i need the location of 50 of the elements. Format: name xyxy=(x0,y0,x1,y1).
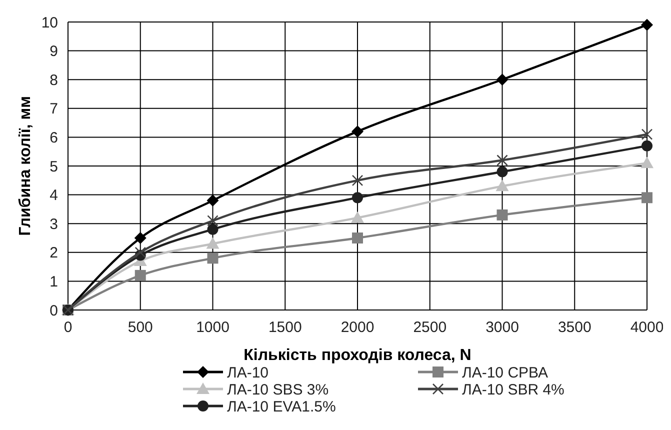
point xyxy=(206,237,220,249)
point xyxy=(206,194,219,207)
y-tick-label: 1 xyxy=(50,273,58,290)
point xyxy=(207,215,218,226)
point xyxy=(641,18,653,31)
point xyxy=(642,140,652,152)
point xyxy=(207,252,218,264)
x-tick-label: 4000 xyxy=(630,319,664,336)
point xyxy=(134,232,146,244)
y-tick-label: 8 xyxy=(50,72,58,89)
y-tick-label: 3 xyxy=(50,216,58,233)
point xyxy=(352,174,364,186)
y-tick-label: 5 xyxy=(50,158,58,176)
y-tick-label: 10 xyxy=(41,14,58,32)
x-tick-label: 3000 xyxy=(486,319,519,336)
x-tick-label: 3500 xyxy=(558,319,592,336)
y-tick-label: 4 xyxy=(50,187,58,204)
x-axis-title: Кількість проходів колеса, N xyxy=(244,347,472,364)
point xyxy=(496,154,508,166)
point xyxy=(496,180,509,192)
point xyxy=(642,192,652,204)
legend-label: ЛА-10 xyxy=(227,364,269,382)
point xyxy=(351,211,364,223)
point xyxy=(640,156,654,168)
point xyxy=(496,74,508,86)
point xyxy=(352,125,364,138)
x-tick-label: 1000 xyxy=(196,319,230,336)
legend-label: ЛА-10 EVA1.5% xyxy=(227,398,336,416)
x-tick-label: 2500 xyxy=(413,319,447,336)
legend-label: ЛА-10 SBS 3% xyxy=(227,381,329,398)
y-axis-title: Глибина колії, мм xyxy=(17,96,34,236)
y-tick-label: 6 xyxy=(50,129,58,146)
point xyxy=(207,224,218,235)
x-tick-label: 2000 xyxy=(340,319,374,336)
point xyxy=(352,192,363,204)
x-tick-label: 0 xyxy=(64,319,72,336)
y-tick-label: 9 xyxy=(50,43,58,60)
point xyxy=(641,128,653,140)
y-tick-label: 2 xyxy=(50,244,58,262)
point xyxy=(496,209,508,220)
x-tick-label: 1500 xyxy=(268,319,302,336)
y-tick-label: 0 xyxy=(50,302,58,320)
legend-label: ЛА-10 SBR 4% xyxy=(462,381,564,398)
y-tick-label: 7 xyxy=(50,100,58,118)
point xyxy=(134,246,146,258)
x-tick-label: 500 xyxy=(128,319,153,336)
point xyxy=(352,232,363,244)
point xyxy=(134,270,146,281)
legend-label: ЛА-10 СРВА xyxy=(462,364,548,382)
point xyxy=(496,166,508,178)
